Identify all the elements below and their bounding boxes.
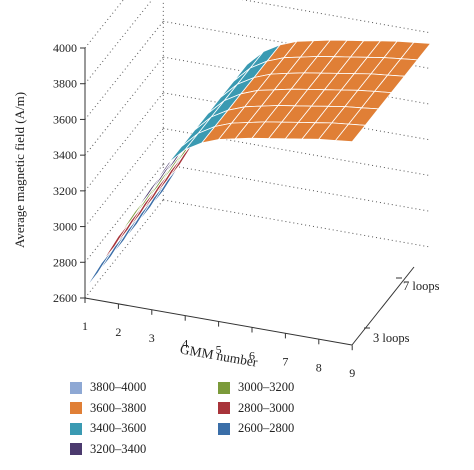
x-tick-label: 6 — [249, 349, 255, 363]
x-tick-label: 1 — [82, 319, 88, 333]
x-tick-label: 8 — [316, 360, 322, 374]
surface-cell — [84, 245, 116, 290]
depth-axis-line — [351, 266, 415, 346]
axes — [84, 48, 415, 346]
x-ticks: 1 2 3 4 5 6 7 8 9 — [82, 298, 355, 380]
x-tick-label: 7 — [282, 354, 288, 368]
surface-cell — [334, 123, 367, 143]
depth-tick-label: 7 loops — [403, 279, 440, 293]
depth-ticks: 3 loops 7 loops — [364, 277, 440, 345]
y-axis-label: Average magnetic field (A/m) — [12, 92, 27, 248]
y-tick-label: 3400 — [53, 148, 77, 162]
depth-tick-label: 3 loops — [373, 331, 410, 345]
back-grid — [84, 0, 431, 299]
surface-cell — [101, 219, 132, 263]
y-tick-label: 2800 — [53, 255, 77, 269]
gridline-depth — [84, 163, 164, 263]
x-tick-label: 9 — [349, 366, 355, 380]
gridline-depth — [84, 0, 153, 85]
x-axis-line — [84, 297, 353, 346]
y-tick-label: 4000 — [53, 41, 77, 55]
gridline-depth — [84, 199, 164, 299]
y-tick-label: 3800 — [53, 77, 77, 91]
gridline-back — [163, 163, 431, 212]
y-tick-label: 2600 — [53, 291, 77, 305]
x-tick-label: 3 — [149, 331, 155, 345]
x-tick-label: 2 — [115, 325, 121, 339]
y-tick-label: 3000 — [53, 220, 77, 234]
gridline-depth — [84, 0, 124, 49]
gridline-depth — [84, 56, 164, 156]
gridline-back — [163, 199, 431, 248]
surface — [84, 39, 432, 290]
gridline-back — [241, 0, 431, 34]
y-tick-label: 3600 — [53, 112, 77, 126]
y-ticks: 2600 2800 3000 3200 3400 3600 3800 4000 — [53, 41, 85, 305]
x-tick-label: 5 — [216, 343, 222, 357]
gridline-depth — [84, 128, 164, 227]
gridline-depth — [84, 92, 164, 192]
gridline-depth — [84, 21, 164, 120]
y-tick-label: 3200 — [53, 184, 77, 198]
x-tick-label: 4 — [182, 337, 188, 351]
